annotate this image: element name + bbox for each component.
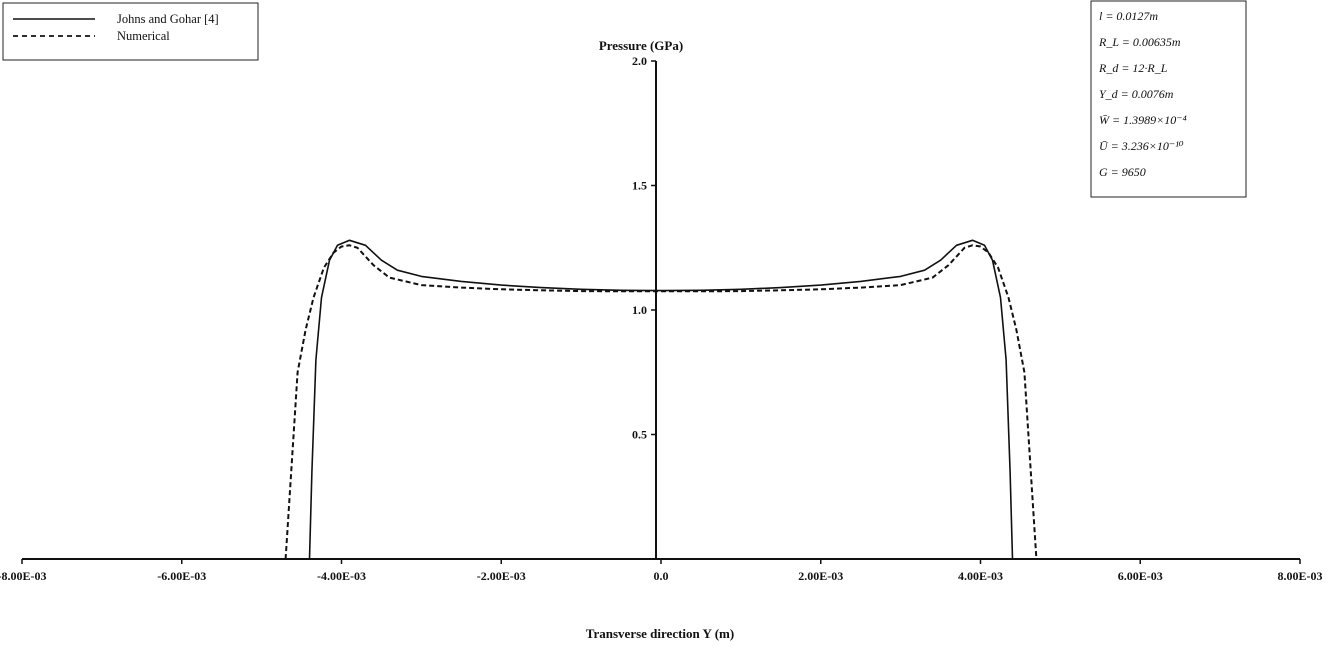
parameter-y-d: Y_d = 0.0076m bbox=[1099, 87, 1174, 101]
legend-box bbox=[2, 2, 259, 61]
x-tick-label: -4.00E-03 bbox=[317, 569, 366, 583]
y-axis-title: Pressure (GPa) bbox=[599, 38, 683, 53]
parameter-material: G = 9650 bbox=[1099, 165, 1146, 179]
y-ticks: 0.5 1.0 1.5 2.0 bbox=[632, 54, 656, 442]
y-tick-label: 0.5 bbox=[632, 428, 647, 442]
x-tick-label: 0.0 bbox=[654, 569, 669, 583]
series-line-numerical bbox=[284, 244, 1038, 560]
legend-label-johns-gohar: Johns and Gohar [4] bbox=[117, 12, 219, 26]
parameter-load: W̄ = 1.3989×10⁻⁴ bbox=[1099, 113, 1187, 127]
x-tick-label: -8.00E-03 bbox=[0, 569, 47, 583]
legend: Johns and Gohar [4] Numerical bbox=[2, 2, 259, 61]
parameter-box: l = 0.0127m R_L = 0.00635m R_d = 12·R_L … bbox=[1090, 0, 1247, 198]
x-tick-label: 6.00E-03 bbox=[1118, 569, 1163, 583]
x-tick-label: 4.00E-03 bbox=[958, 569, 1003, 583]
x-axis-title: Transverse direction Y (m) bbox=[586, 626, 734, 641]
y-tick-label: 1.0 bbox=[632, 303, 647, 317]
parameter-length: l = 0.0127m bbox=[1099, 9, 1158, 23]
x-tick-label: 8.00E-03 bbox=[1278, 569, 1323, 583]
parameter-speed: Ū = 3.236×10⁻¹⁰ bbox=[1099, 139, 1184, 153]
x-tick-label: -6.00E-03 bbox=[157, 569, 206, 583]
y-tick-label: 2.0 bbox=[632, 54, 647, 68]
parameter-radius-d: R_d = 12·R_L bbox=[1098, 61, 1168, 75]
parameter-box-frame bbox=[1090, 0, 1247, 198]
x-tick-label: -2.00E-03 bbox=[477, 569, 526, 583]
series-layer bbox=[284, 239, 1038, 560]
series-line-johns-gohar bbox=[308, 239, 1014, 560]
x-tick-label: 2.00E-03 bbox=[798, 569, 843, 583]
axes: -8.00E-03 -6.00E-03 -4.00E-03 -2.00E-03 0.0 2… bbox=[0, 54, 1323, 583]
legend-label-numerical: Numerical bbox=[117, 29, 170, 43]
parameter-radius-l: R_L = 0.00635m bbox=[1098, 35, 1181, 49]
x-ticks: -8.00E-03 -6.00E-03 -4.00E-03 -2.00E-03 0.0 2… bbox=[0, 559, 1323, 583]
y-tick-label: 1.5 bbox=[632, 179, 647, 193]
